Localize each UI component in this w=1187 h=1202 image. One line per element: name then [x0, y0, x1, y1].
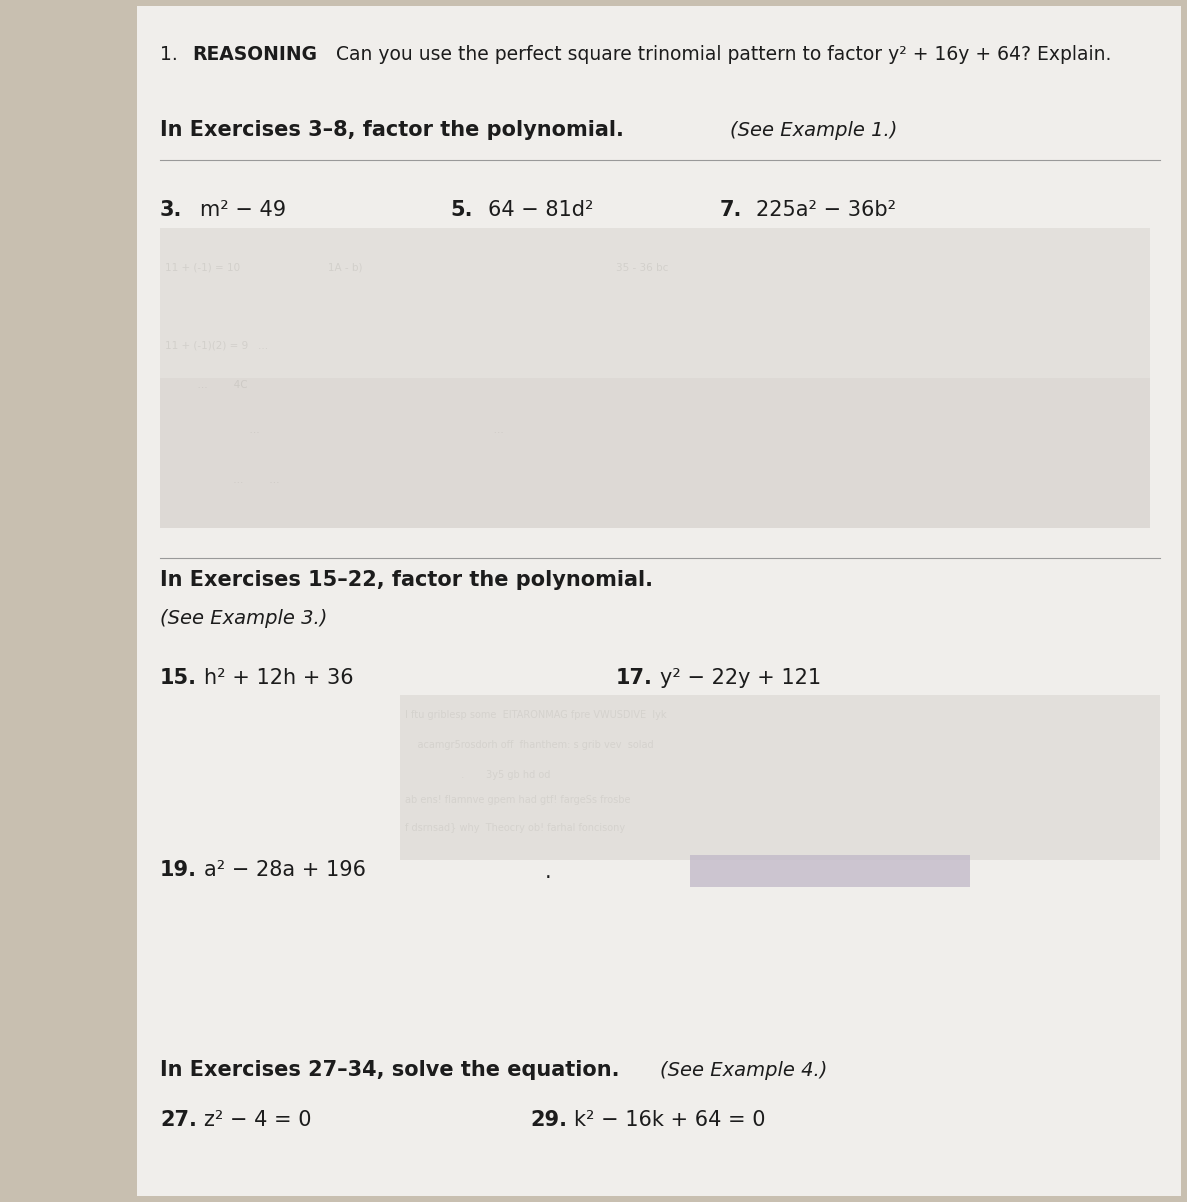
- Text: REASONING: REASONING: [192, 46, 317, 65]
- Text: ...        ...: ... ...: [165, 475, 279, 484]
- Text: 15.: 15.: [160, 668, 197, 688]
- Text: a² − 28a + 196: a² − 28a + 196: [204, 859, 366, 880]
- Text: In Exercises 27–34, solve the equation.: In Exercises 27–34, solve the equation.: [160, 1060, 620, 1081]
- Text: 225a² − 36b²: 225a² − 36b²: [756, 200, 896, 220]
- Bar: [690, 855, 970, 887]
- Text: acamgr5rosdorh off  fhanthem: s grib vev  solad: acamgr5rosdorh off fhanthem: s grib vev …: [405, 740, 654, 750]
- Text: .       3y5 gb hd od: . 3y5 gb hd od: [405, 770, 551, 780]
- Bar: [400, 695, 1160, 859]
- Text: ...                                                                        ...: ... ...: [165, 426, 503, 435]
- Text: m² − 49: m² − 49: [199, 200, 286, 220]
- Text: 64 − 81d²: 64 − 81d²: [488, 200, 594, 220]
- Text: 7.: 7.: [721, 200, 742, 220]
- Text: (See Example 1.): (See Example 1.): [730, 120, 897, 139]
- Text: 17.: 17.: [616, 668, 653, 688]
- Text: In Exercises 15–22, factor the polynomial.: In Exercises 15–22, factor the polynomia…: [160, 570, 653, 590]
- Text: (See Example 3.): (See Example 3.): [160, 608, 328, 627]
- Text: z² − 4 = 0: z² − 4 = 0: [204, 1109, 311, 1130]
- Text: ...        4C: ... 4C: [165, 380, 248, 389]
- Text: I ftu griblesp some  EITARONMAG fpre VWUSDIVE  lyk: I ftu griblesp some EITARONMAG fpre VWUS…: [405, 710, 666, 720]
- Text: ab ens! flamnve gpem had gtf! fargeSs frosbe: ab ens! flamnve gpem had gtf! fargeSs fr…: [405, 795, 630, 805]
- Text: 29.: 29.: [531, 1109, 567, 1130]
- Text: k² − 16k + 64 = 0: k² − 16k + 64 = 0: [575, 1109, 766, 1130]
- Text: 27.: 27.: [160, 1109, 197, 1130]
- Text: .: .: [545, 862, 552, 882]
- Text: 11 + (-1) = 10                           1A - b)                                : 11 + (-1) = 10 1A - b): [165, 263, 668, 273]
- Text: f dsrnsad} why  Theocry ob! farhal foncisony: f dsrnsad} why Theocry ob! farhal foncis…: [405, 823, 626, 833]
- Text: 5.: 5.: [450, 200, 472, 220]
- Text: h² + 12h + 36: h² + 12h + 36: [204, 668, 354, 688]
- Text: 19.: 19.: [160, 859, 197, 880]
- Bar: [137, 6, 1181, 1196]
- Text: 11 + (-1)(2) = 9   ...: 11 + (-1)(2) = 9 ...: [165, 340, 268, 350]
- Text: Can you use the perfect square trinomial pattern to factor y² + 16y + 64? Explai: Can you use the perfect square trinomial…: [330, 46, 1111, 65]
- Bar: [160, 377, 1150, 528]
- Text: 1.: 1.: [160, 46, 178, 65]
- Text: y² − 22y + 121: y² − 22y + 121: [660, 668, 821, 688]
- Bar: [160, 228, 1150, 528]
- Text: 3.: 3.: [160, 200, 183, 220]
- Text: (See Example 4.): (See Example 4.): [660, 1060, 827, 1079]
- Text: In Exercises 3–8, factor the polynomial.: In Exercises 3–8, factor the polynomial.: [160, 120, 624, 139]
